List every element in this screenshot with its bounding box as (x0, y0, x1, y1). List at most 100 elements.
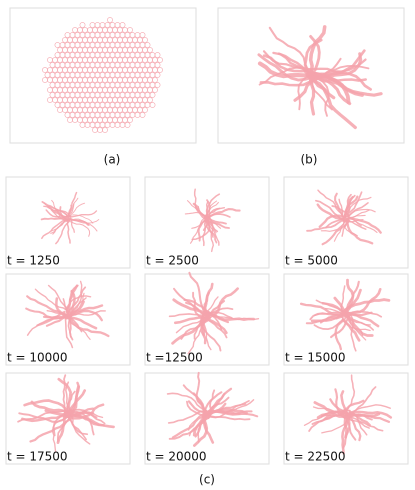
branch (309, 69, 351, 105)
frame-box (283, 273, 409, 366)
branch (207, 218, 220, 246)
branch (204, 193, 221, 223)
branch (64, 317, 74, 349)
branch (36, 310, 66, 327)
branch (70, 413, 105, 427)
branch (209, 387, 233, 413)
branch-network (184, 188, 241, 253)
branch (207, 213, 231, 218)
cell (149, 92, 156, 98)
branch-network (17, 374, 115, 453)
branch (67, 203, 75, 217)
branch (345, 311, 367, 341)
branch (208, 200, 218, 218)
branch (188, 414, 207, 437)
cell (152, 77, 158, 83)
branch-network (306, 189, 382, 246)
branch (259, 75, 316, 87)
cell (127, 27, 133, 33)
cell-cluster (42, 17, 163, 133)
branch (68, 411, 91, 445)
branch (344, 278, 355, 317)
cell (124, 122, 131, 128)
branch (63, 411, 106, 425)
branch (341, 218, 348, 237)
panel-a-frame (9, 7, 197, 144)
branch (195, 371, 205, 414)
branch (340, 285, 346, 316)
branch (347, 410, 393, 419)
branch (65, 218, 90, 227)
branch (173, 287, 207, 316)
branch (187, 314, 208, 355)
branch (43, 202, 68, 222)
time-label: t = 15000 (285, 351, 346, 365)
cell (139, 112, 146, 118)
branch (334, 192, 344, 218)
branch (347, 217, 382, 234)
branch (262, 54, 310, 73)
branch (25, 307, 70, 320)
branch-network (40, 191, 100, 245)
branch (55, 209, 70, 218)
branch (40, 217, 69, 221)
time-label: t = 5000 (285, 254, 338, 268)
branch (197, 219, 206, 242)
branch-network (166, 371, 259, 447)
branch (65, 309, 103, 322)
branch (341, 288, 362, 316)
branch (309, 34, 321, 72)
branch (186, 400, 209, 418)
cell (154, 82, 161, 88)
branch (18, 412, 67, 423)
branch (317, 189, 344, 218)
branch (315, 299, 343, 313)
branch (188, 271, 206, 313)
branch (341, 399, 365, 413)
branch (167, 410, 207, 424)
branch (55, 297, 69, 320)
branch (203, 291, 211, 318)
branch (166, 392, 210, 413)
branch (172, 298, 211, 316)
branch (310, 314, 348, 323)
branch (206, 300, 226, 318)
branch (70, 280, 83, 314)
time-label: t = 1250 (7, 254, 60, 268)
branch (342, 415, 370, 429)
branch (308, 75, 364, 97)
cell (157, 57, 163, 63)
panel-label: (c) (199, 473, 215, 487)
branch (67, 219, 91, 237)
branch (69, 317, 110, 338)
branch (68, 381, 81, 416)
time-label: t = 20000 (146, 450, 207, 464)
drawings: t = 1250 t = 2500 t = 5000 t = 10000 t =1250… (5, 17, 409, 465)
time-label: t = 10000 (7, 351, 68, 365)
branch (209, 314, 260, 321)
branch (175, 317, 207, 334)
branch (334, 388, 346, 418)
cell (119, 22, 126, 28)
branch (348, 287, 382, 315)
branch (62, 374, 67, 417)
cell (107, 17, 113, 23)
panel-label: (b) (301, 153, 318, 167)
frame-box (5, 273, 131, 366)
cell (147, 97, 153, 103)
branch (257, 61, 315, 79)
cell (147, 47, 153, 53)
branch (68, 202, 86, 218)
branch (325, 217, 344, 229)
branch (29, 417, 73, 443)
cell (142, 107, 148, 113)
branch (346, 191, 363, 218)
cell (154, 62, 161, 68)
branch (313, 318, 345, 330)
branch (343, 193, 352, 219)
branch (51, 199, 68, 222)
branch (323, 410, 348, 421)
branch (345, 374, 356, 412)
cell (154, 72, 161, 78)
